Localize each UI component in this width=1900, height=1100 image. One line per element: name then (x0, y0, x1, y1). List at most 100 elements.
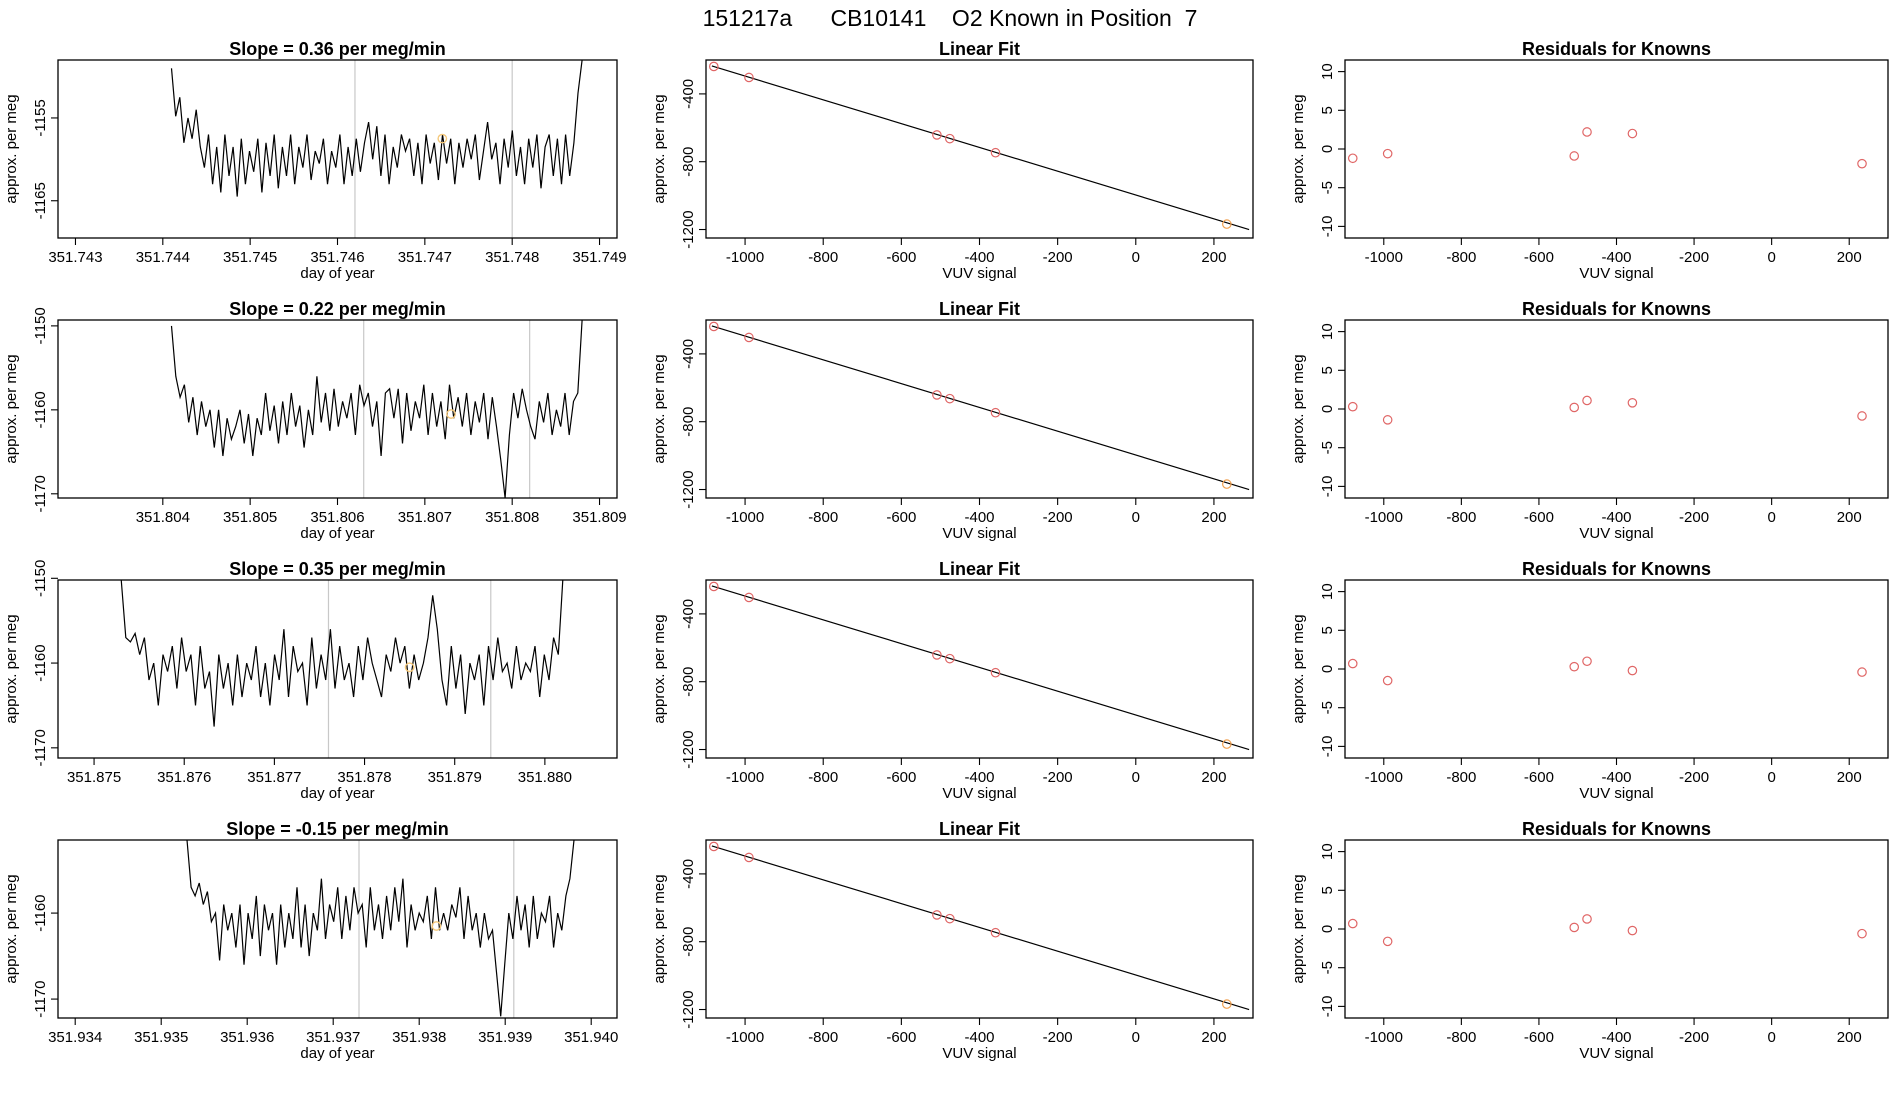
y-tick-label: -1200 (680, 990, 697, 1028)
data-point (1347, 658, 1358, 669)
x-tick-label: -400 (964, 769, 994, 786)
x-tick-label: 351.936 (220, 1029, 274, 1046)
y-tick-label: -1165 (32, 182, 49, 219)
plot-frame (1344, 579, 1889, 759)
y-tick-label: 10 (1319, 63, 1336, 80)
x-tick-label: -1000 (1365, 769, 1403, 786)
plot-frame (1344, 839, 1889, 1019)
x-tick-label: -800 (1446, 769, 1476, 786)
panel-grid: Slope = 0.36 per meg/min 351.743 351.744 35… (3, 39, 1889, 1062)
data-point (990, 407, 1001, 418)
data-point (990, 667, 1001, 678)
data-point (1569, 922, 1580, 933)
x-axis-label: day of year (300, 785, 374, 802)
y-axis-label: approx. per meg (1290, 874, 1307, 983)
y-tick-label: -1170 (32, 729, 49, 766)
series-line (186, 840, 575, 1017)
x-tick-label: -800 (808, 1029, 838, 1046)
panel-3-1: Slope = 0.35 per meg/min 351.875 351.876 35… (3, 559, 618, 802)
panel-title: Residuals for Knowns (1522, 559, 1711, 579)
data-point (1347, 918, 1358, 929)
x-tick-label: 351.744 (136, 249, 190, 266)
highlight-marker (446, 409, 456, 419)
x-tick-label: -600 (1524, 769, 1554, 786)
x-tick-label: 200 (1837, 509, 1862, 526)
y-tick-label: 10 (1319, 323, 1336, 340)
x-tick-label: -1000 (1365, 249, 1403, 266)
data-point (709, 581, 719, 592)
x-tick-label: 351.743 (48, 249, 102, 266)
x-tick-label: -400 (964, 1029, 994, 1046)
y-axis-label: approx. per meg (651, 354, 668, 463)
y-tick-label: -800 (680, 667, 697, 697)
y-tick-label: 5 (1319, 886, 1336, 894)
panel-title: Residuals for Knowns (1522, 39, 1711, 59)
x-tick-label: -200 (1679, 1029, 1709, 1046)
y-tick-label: -1155 (32, 99, 49, 136)
data-point (1627, 665, 1638, 676)
y-tick-label: 0 (1319, 405, 1336, 413)
data-point (945, 913, 955, 924)
plot-area (709, 581, 1250, 751)
y-tick-label: -1200 (680, 470, 697, 508)
y-tick-label: -800 (680, 407, 697, 437)
plot-frame (1344, 319, 1889, 499)
x-tick-label: -1000 (1365, 509, 1403, 526)
x-tick-label: -600 (1524, 249, 1554, 266)
y-tick-label: -1150 (32, 307, 49, 344)
plot-frame (1344, 59, 1889, 239)
y-axis-label: approx. per meg (3, 874, 20, 983)
x-tick-label: -200 (1043, 509, 1073, 526)
y-tick-label: -400 (680, 859, 697, 889)
x-tick-label: 351.880 (518, 769, 572, 786)
x-tick-label: 0 (1767, 1029, 1775, 1046)
y-tick-label: -1150 (32, 560, 49, 597)
x-tick-label: -200 (1679, 249, 1709, 266)
x-axis-label: day of year (300, 525, 374, 542)
x-tick-label: 351.747 (398, 249, 452, 266)
data-point (1569, 402, 1580, 413)
data-point (1222, 479, 1232, 489)
data-point (744, 332, 754, 343)
data-point (1222, 219, 1232, 229)
x-tick-label: 351.878 (337, 769, 391, 786)
y-tick-label: -5 (1319, 961, 1336, 974)
plot-area (170, 320, 583, 498)
data-point (709, 61, 719, 72)
x-tick-label: 351.748 (485, 249, 539, 266)
y-tick-label: 10 (1319, 583, 1336, 600)
data-point (1222, 739, 1232, 749)
panel-title: Residuals for Knowns (1522, 299, 1711, 319)
data-point (1627, 128, 1638, 139)
series-line (170, 60, 583, 197)
x-tick-label: 351.745 (223, 249, 277, 266)
x-tick-label: -400 (1601, 509, 1631, 526)
y-tick-label: -1160 (32, 894, 49, 931)
y-tick-label: -1200 (680, 730, 697, 768)
y-axis-label: approx. per meg (1290, 354, 1307, 463)
data-point (932, 390, 942, 400)
x-axis-label: VUV signal (1579, 525, 1653, 542)
plot-frame (705, 59, 1254, 239)
x-tick-label: -200 (1043, 1029, 1073, 1046)
y-tick-label: -5 (1319, 441, 1336, 454)
x-tick-label: -1000 (726, 509, 764, 526)
y-tick-label: 5 (1319, 366, 1336, 374)
x-tick-label: 0 (1767, 249, 1775, 266)
data-point (1582, 395, 1592, 406)
x-axis-label: day of year (300, 265, 374, 282)
x-tick-label: -1000 (726, 249, 764, 266)
x-axis-label: VUV signal (942, 1045, 1016, 1062)
y-tick-label: 5 (1319, 626, 1336, 634)
data-point (932, 650, 942, 660)
y-tick-label: 5 (1319, 106, 1336, 114)
data-point (945, 133, 955, 144)
data-point (1857, 411, 1867, 421)
y-tick-label: -10 (1319, 996, 1336, 1018)
panel-title: Slope = -0.15 per meg/min (226, 819, 449, 839)
highlight-marker (431, 921, 442, 931)
x-axis-label: VUV signal (942, 265, 1016, 282)
x-axis-label: VUV signal (942, 525, 1016, 542)
x-tick-label: 0 (1132, 1029, 1140, 1046)
plot-area (1347, 395, 1867, 425)
